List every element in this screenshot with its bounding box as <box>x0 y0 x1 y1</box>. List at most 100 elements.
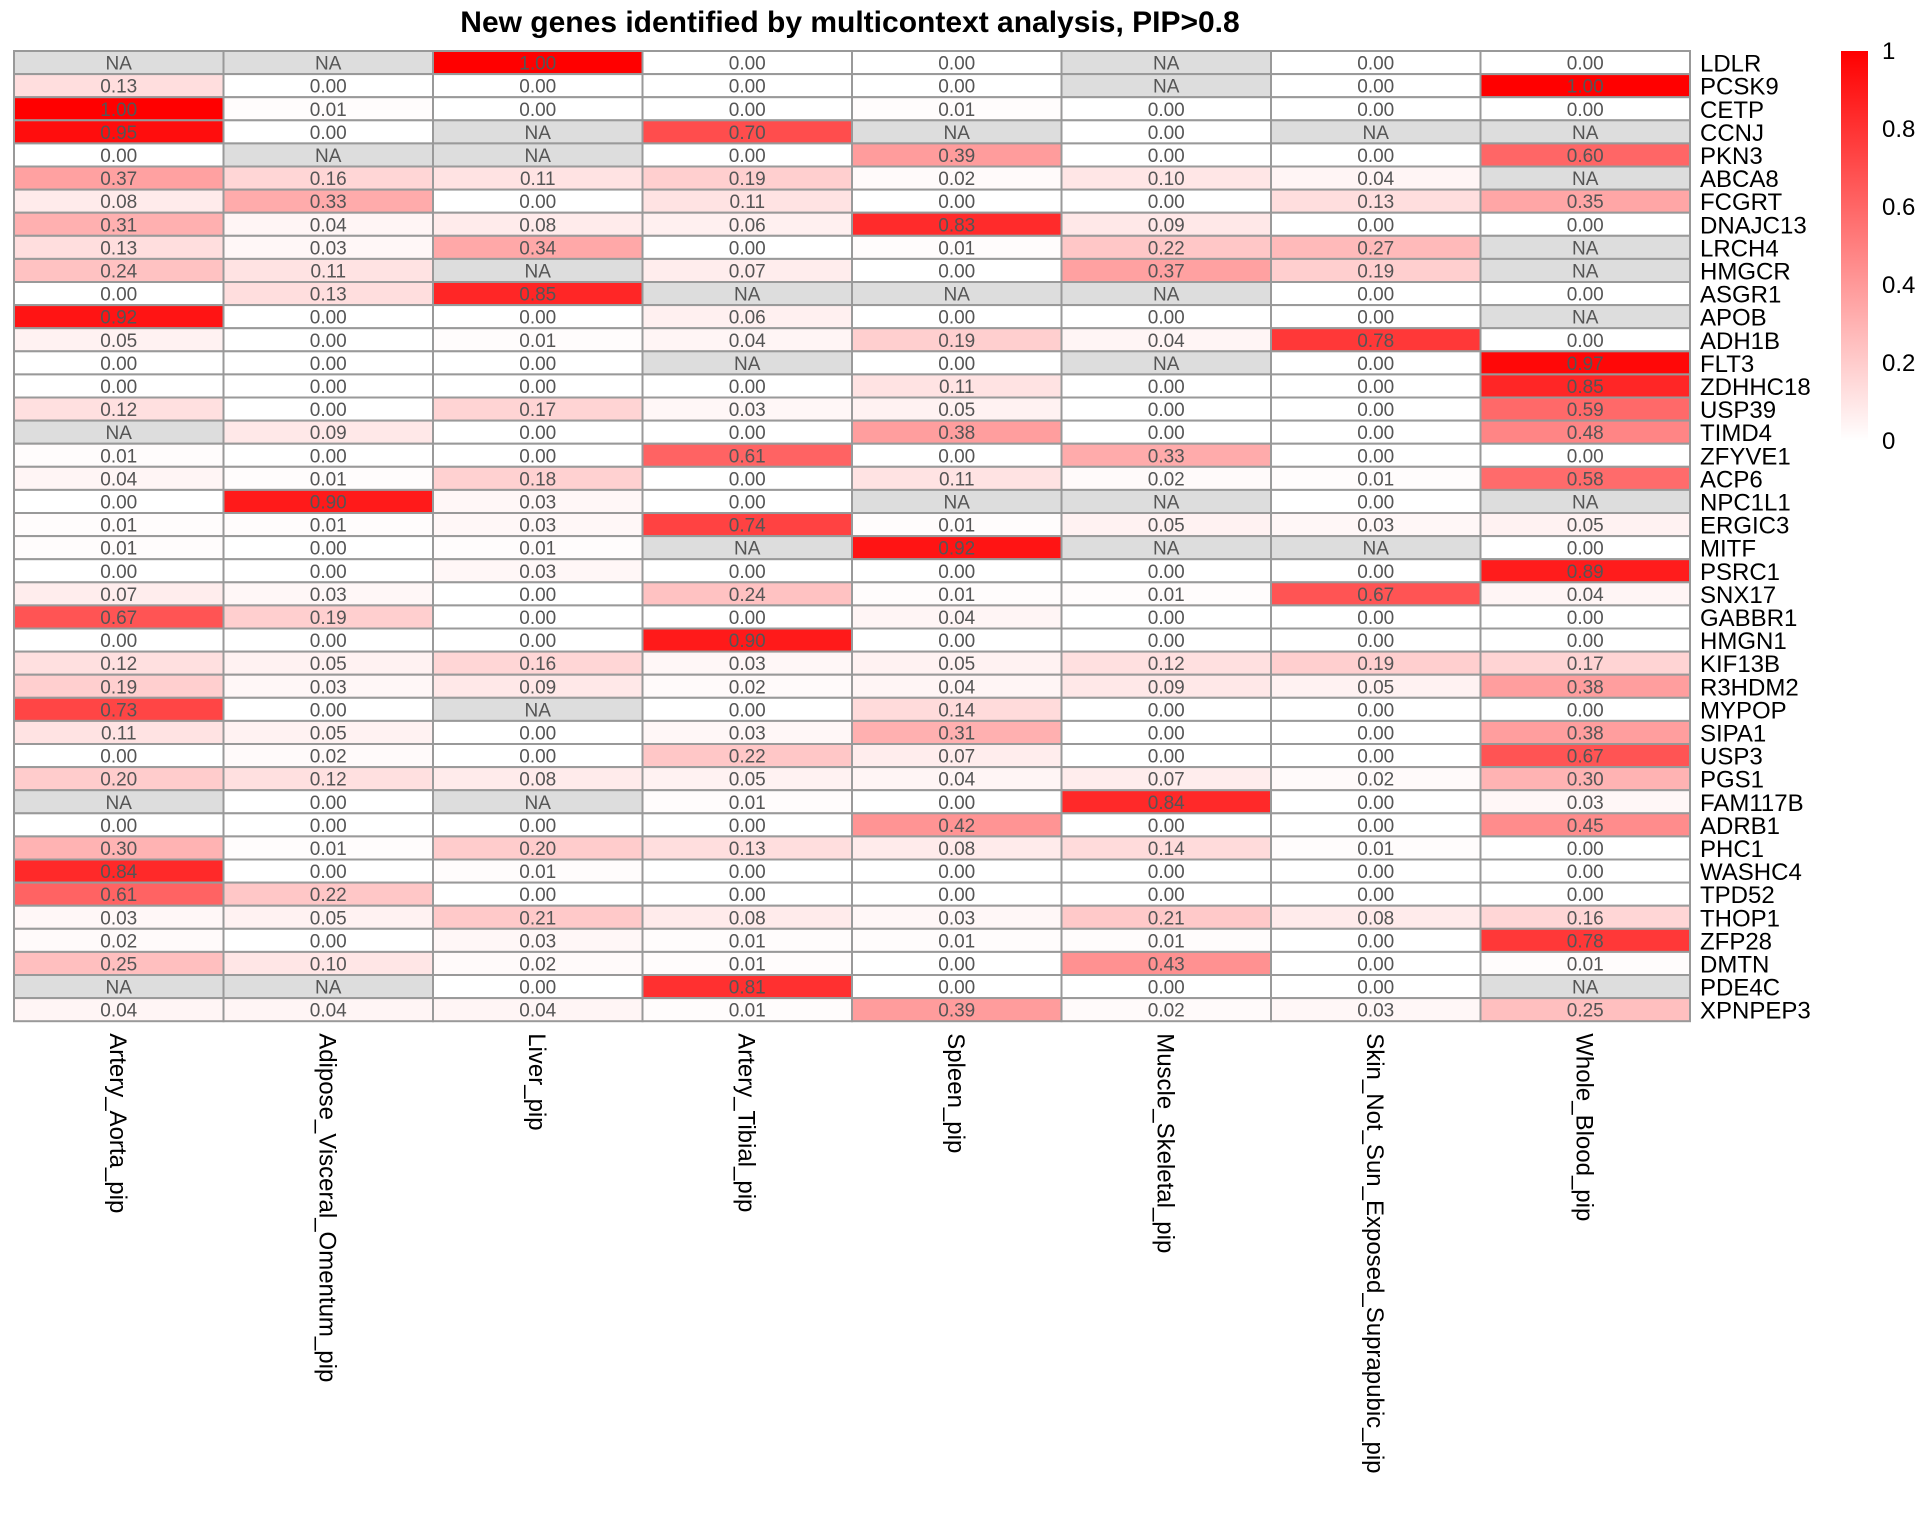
cell-value-label: 0.00 <box>1148 978 1185 999</box>
row-label: PDE4C <box>1700 975 1780 1002</box>
cell-value-label: 0.00 <box>100 631 137 652</box>
cell-value-label: 0.00 <box>519 308 556 329</box>
cell-value-label: 0.00 <box>100 285 137 306</box>
cell-value-label: 0.00 <box>1357 562 1394 583</box>
cell-value-label: 0.00 <box>1567 631 1604 652</box>
cell-value-label: 0.04 <box>938 608 975 629</box>
row-label: PKN3 <box>1700 143 1763 170</box>
cell-value-label: 0.42 <box>938 816 975 837</box>
cell-value-label: NA <box>1153 77 1180 98</box>
cell-value-label: 0.59 <box>1567 400 1604 421</box>
row-label: CETP <box>1700 97 1764 124</box>
row-label: DNAJC13 <box>1700 212 1807 239</box>
cell-value-label: 0.38 <box>1567 723 1604 744</box>
cell-value-label: NA <box>1572 492 1599 513</box>
cell-value-label: 0.67 <box>1567 747 1604 768</box>
cell-value-label: 0.01 <box>1148 585 1185 606</box>
cell-value-label: 0.00 <box>310 631 347 652</box>
cell-value-label: 0.21 <box>519 908 556 929</box>
column-label: Muscle_Skeletal_pip <box>1151 1033 1178 1253</box>
row-label: ZDHHC18 <box>1700 374 1811 401</box>
cell-value-label: 0.03 <box>1357 1001 1394 1022</box>
cell-value-label: 0.01 <box>729 954 766 975</box>
cell-value-label: 0.00 <box>310 308 347 329</box>
cell-value-label: 0.01 <box>1567 954 1604 975</box>
cell-value-label: 0.00 <box>1567 285 1604 306</box>
cell-value-label: 0.14 <box>938 700 975 721</box>
cell-value-label: 1.00 <box>519 54 556 75</box>
cell-value-label: 0.00 <box>729 77 766 98</box>
cell-value-label: 0.04 <box>310 1001 347 1022</box>
cell-value-label: 0.30 <box>1567 770 1604 791</box>
cell-value-label: 0.08 <box>938 839 975 860</box>
row-label: XPNPEP3 <box>1700 998 1811 1025</box>
cell-value-label: 0.05 <box>938 654 975 675</box>
cell-value-label: NA <box>106 793 133 814</box>
cell-value-label: 0.24 <box>729 585 766 606</box>
cell-value-label: 0.61 <box>729 446 766 467</box>
cell-value-label: 0.05 <box>1148 516 1185 537</box>
cell-value-label: NA <box>1572 238 1599 259</box>
cell-value-label: 0.00 <box>1357 723 1394 744</box>
column-label: Whole_Blood_pip <box>1570 1033 1597 1221</box>
color-legend: 0 0.2 0.4 0.6 0.8 1 <box>1841 38 1915 455</box>
cell-value-label: 0.10 <box>310 954 347 975</box>
row-label: LRCH4 <box>1700 235 1779 262</box>
cell-value-label: 0.19 <box>1357 261 1394 282</box>
cell-value-label: 0.03 <box>310 677 347 698</box>
cell-value-label: 0.21 <box>1148 908 1185 929</box>
cell-value-label: 0.03 <box>310 585 347 606</box>
cell-value-label: 0.01 <box>938 238 975 259</box>
cell-value-label: 0.03 <box>938 908 975 929</box>
legend-tick-label: 0.2 <box>1882 350 1915 377</box>
cell-value-label: 0.07 <box>100 585 137 606</box>
row-label: FLT3 <box>1700 351 1754 378</box>
cell-value-label: 0.04 <box>1357 169 1394 190</box>
cell-value-label: 0.31 <box>938 723 975 744</box>
cell-value-label: 0.00 <box>1148 192 1185 213</box>
cell-value-label: 0.00 <box>1357 146 1394 167</box>
cell-value-label: 0.02 <box>100 931 137 952</box>
cell-value-label: 0.01 <box>1357 839 1394 860</box>
cell-value-label: 0.19 <box>310 608 347 629</box>
cell-value-label: 0.12 <box>310 770 347 791</box>
cell-value-label: 0.95 <box>100 123 137 144</box>
cell-value-label: 0.00 <box>1357 377 1394 398</box>
cell-value-label: 0.00 <box>310 816 347 837</box>
cell-value-label: 0.00 <box>938 862 975 883</box>
cell-value-label: NA <box>1363 123 1390 144</box>
cell-value-label: 0.00 <box>938 354 975 375</box>
cell-value-label: 0.00 <box>729 492 766 513</box>
cell-value-label: 0.03 <box>1357 516 1394 537</box>
cell-value-label: 0.00 <box>938 562 975 583</box>
cell-value-label: NA <box>944 492 971 513</box>
cell-value-label: 0.00 <box>310 331 347 352</box>
cell-value-label: 0.09 <box>1148 677 1185 698</box>
cell-value-label: NA <box>525 700 552 721</box>
cell-value-label: 0.00 <box>1357 816 1394 837</box>
cell-value-label: 0.05 <box>310 908 347 929</box>
cell-value-label: NA <box>734 539 761 560</box>
cell-value-label: 0.00 <box>729 377 766 398</box>
cell-value-label: 0.00 <box>1357 285 1394 306</box>
cell-value-label: 0.00 <box>1148 423 1185 444</box>
cell-value-label: 0.03 <box>519 516 556 537</box>
cell-value-label: 0.01 <box>1148 931 1185 952</box>
cell-value-label: 0.00 <box>100 377 137 398</box>
column-label: Skin_Not_Sun_Exposed_Suprapubic_pip <box>1361 1033 1388 1473</box>
cell-value-label: 0.45 <box>1567 816 1604 837</box>
cell-value-label: NA <box>106 978 133 999</box>
cell-value-label: 0.22 <box>729 747 766 768</box>
cell-value-label: 0.00 <box>1357 700 1394 721</box>
cell-value-label: 0.33 <box>310 192 347 213</box>
cell-value-label: 0.00 <box>938 54 975 75</box>
cell-value-label: 0.03 <box>729 654 766 675</box>
cell-value-label: 0.00 <box>519 192 556 213</box>
cell-value-label: NA <box>525 261 552 282</box>
cell-value-label: NA <box>106 423 133 444</box>
row-labels: LDLRPCSK9CETPCCNJPKN3ABCA8FCGRTDNAJC13LR… <box>1700 51 1811 1025</box>
cell-value-label: 0.00 <box>729 816 766 837</box>
cell-value-label: 0.00 <box>1357 446 1394 467</box>
chart-title: New genes identified by multicontext ana… <box>460 6 1239 39</box>
